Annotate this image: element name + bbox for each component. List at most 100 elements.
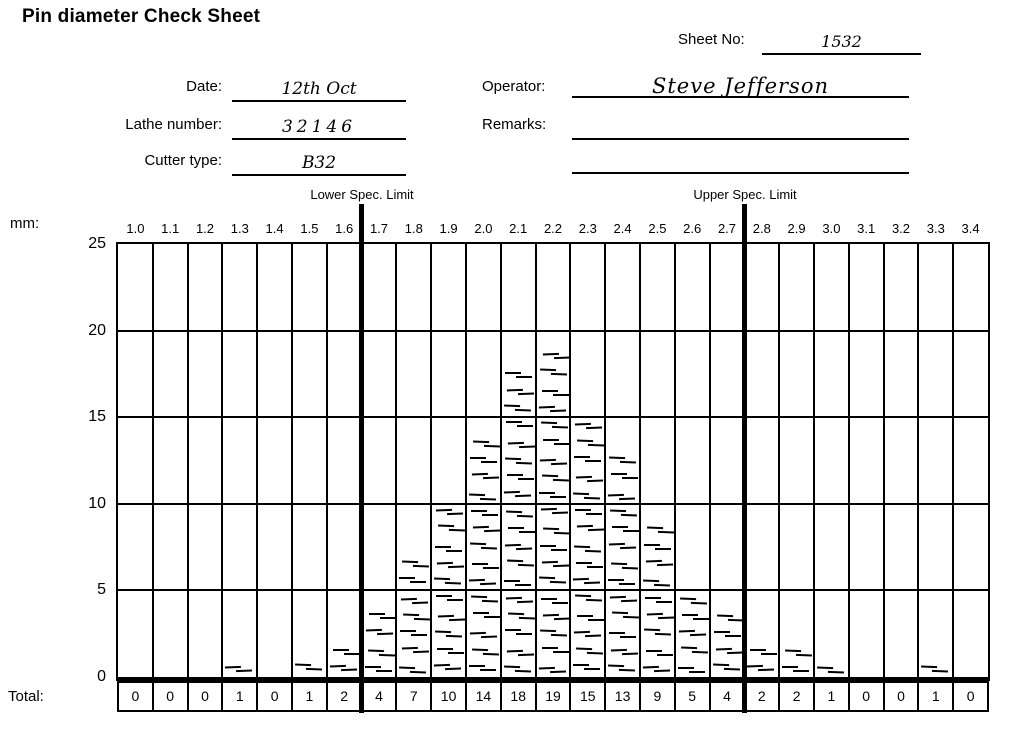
- column-header: 2.3: [578, 221, 597, 236]
- grid-vertical-line: [952, 244, 955, 677]
- lathe-number-field[interactable]: 32146: [232, 112, 406, 140]
- remarks-field-line-2[interactable]: [572, 146, 909, 174]
- tally-mark: [677, 666, 705, 674]
- column-header: 3.4: [961, 221, 980, 236]
- total-cell: 0: [117, 681, 154, 712]
- tally-mark: [577, 525, 604, 533]
- tally-mark: [402, 646, 429, 654]
- tally-mark: [472, 562, 499, 570]
- column-header: 1.8: [404, 221, 423, 236]
- date-label: Date:: [186, 78, 222, 95]
- tally-mark: [436, 594, 464, 602]
- tally-mark: [538, 577, 565, 585]
- tally-mark: [542, 613, 569, 621]
- column-header: 2.4: [613, 221, 632, 236]
- tally-mark: [364, 665, 392, 673]
- tally-mark: [681, 613, 709, 621]
- tally-mark: [575, 594, 602, 602]
- column-header: 2.5: [648, 221, 667, 236]
- total-cell: 10: [430, 681, 467, 712]
- tally-mark: [507, 527, 535, 534]
- tally-mark: [575, 508, 603, 516]
- tally-mark: [541, 560, 568, 568]
- tally-mark: [504, 490, 531, 498]
- tally-mark: [750, 648, 778, 656]
- cutter-type-field[interactable]: B32: [232, 148, 406, 176]
- tally-mark: [508, 441, 535, 449]
- tally-mark: [576, 476, 603, 484]
- grid-horizontal-line: [118, 416, 988, 419]
- tally-mark: [399, 577, 427, 584]
- lathe-number-label: Lathe number:: [125, 116, 222, 133]
- grid-vertical-line: [813, 244, 815, 677]
- tally-mark: [538, 666, 565, 674]
- tally-mark: [505, 543, 532, 551]
- lathe-number-value: 32146: [281, 117, 357, 137]
- tally-mark: [646, 559, 673, 567]
- tally-mark: [437, 561, 464, 569]
- tally-mark: [295, 663, 322, 671]
- tally-mark: [506, 596, 533, 604]
- total-cell: 5: [673, 681, 711, 712]
- tally-mark: [540, 507, 567, 515]
- tally-mark: [611, 648, 638, 656]
- tally-mark: [541, 475, 568, 483]
- total-cell: 7: [395, 681, 433, 712]
- column-header: 2.9: [787, 221, 806, 236]
- remarks-field-line-1[interactable]: [572, 112, 909, 140]
- column-header: 3.0: [822, 221, 841, 236]
- tally-mark: [399, 666, 426, 674]
- grid-vertical-line: [847, 244, 850, 677]
- sheet-no-label: Sheet No:: [678, 31, 745, 48]
- tally-mark: [506, 474, 534, 481]
- column-header: 1.6: [335, 221, 354, 236]
- tally-mark: [507, 649, 534, 657]
- upper-spec-limit-line: [741, 204, 747, 713]
- total-cell: 0: [151, 681, 189, 712]
- tally-mark: [609, 457, 636, 465]
- total-cell: 4: [708, 681, 746, 712]
- grid-horizontal-line: [118, 502, 988, 505]
- total-cell: 2: [743, 681, 781, 712]
- date-field[interactable]: 12th Oct: [232, 74, 406, 102]
- tally-mark: [473, 440, 500, 448]
- tally-mark: [508, 612, 535, 620]
- cutter-type-label: Cutter type:: [144, 152, 222, 169]
- tally-mark: [367, 649, 394, 657]
- operator-field[interactable]: Steve Jefferson: [572, 70, 909, 98]
- tally-mark: [434, 578, 461, 586]
- sheet-no-field[interactable]: 1532: [762, 27, 921, 55]
- tally-mark: [539, 459, 566, 467]
- tally-mark: [577, 439, 604, 447]
- tally-mark: [437, 647, 465, 655]
- tally-mark: [507, 388, 534, 396]
- y-axis-tick-label: 15: [88, 408, 106, 426]
- tally-mark: [715, 647, 742, 655]
- column-header: 3.2: [891, 221, 911, 236]
- grid-vertical-line: [569, 244, 572, 677]
- tally-mark: [470, 457, 497, 464]
- y-axis-tick-label: 0: [97, 668, 106, 685]
- tally-mark: [505, 421, 533, 428]
- tally-mark: [403, 613, 430, 621]
- grid-vertical-line: [256, 244, 259, 677]
- total-cell: 19: [534, 681, 572, 712]
- cutter-type-value: B32: [301, 153, 337, 173]
- tally-mark: [400, 630, 428, 637]
- column-header: 1.5: [300, 221, 319, 236]
- tally-mark: [680, 597, 707, 605]
- tally-mark: [539, 544, 567, 552]
- tally-mark: [507, 559, 534, 567]
- sheet-no-value: 1532: [821, 32, 862, 51]
- column-header: 1.4: [265, 221, 284, 236]
- tally-mark: [434, 663, 461, 671]
- grid-vertical-line: [221, 244, 224, 677]
- tally-mark: [608, 664, 635, 672]
- grid-vertical-line: [151, 244, 154, 677]
- tally-mark: [469, 664, 496, 672]
- total-cell: 0: [882, 681, 920, 712]
- total-cell: 13: [604, 681, 641, 712]
- tally-mark: [539, 369, 566, 377]
- column-header: 1.1: [161, 221, 180, 236]
- tally-mark: [646, 649, 673, 657]
